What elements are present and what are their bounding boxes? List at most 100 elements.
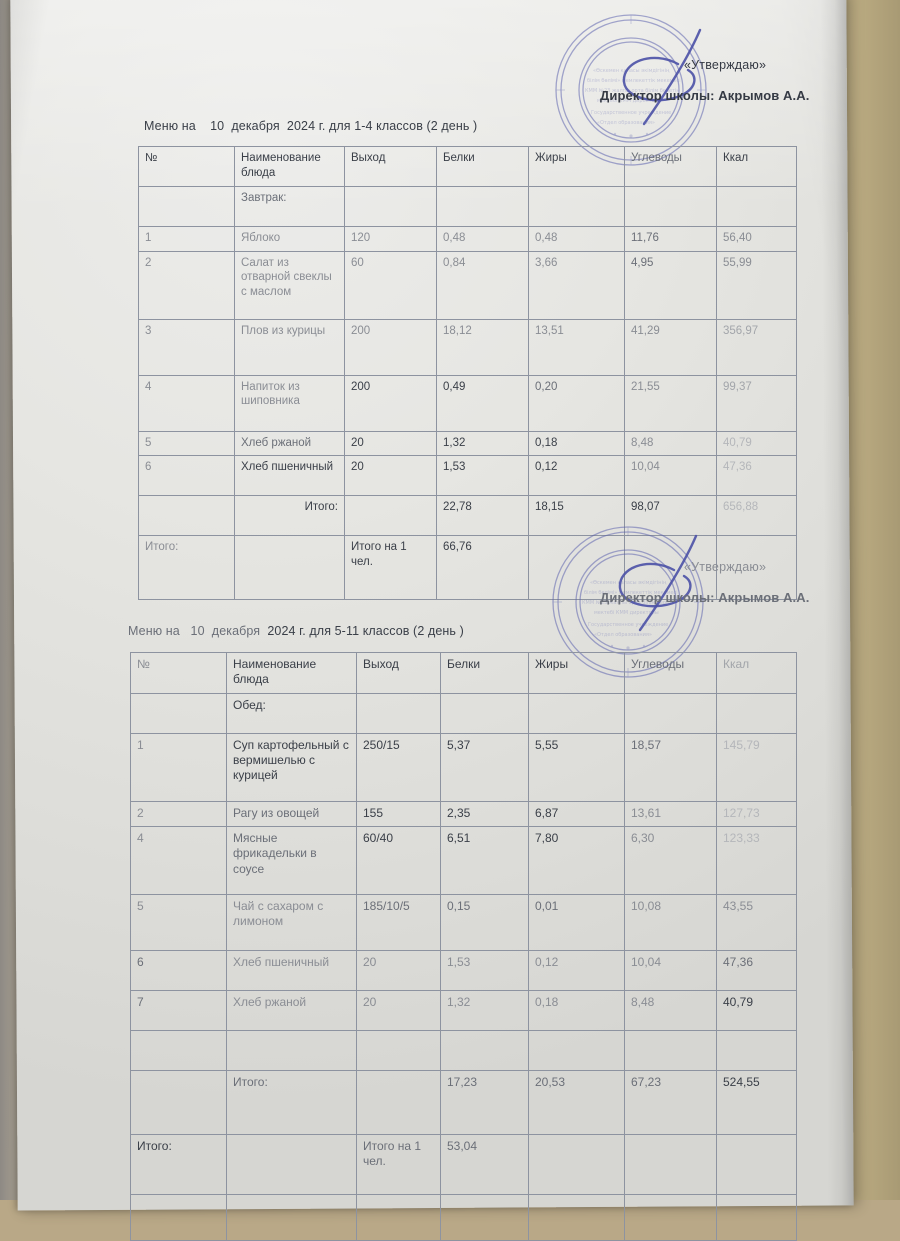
row-out: 20 xyxy=(344,430,437,457)
row-out: 185/10/5 xyxy=(356,894,441,952)
menu2-title-prefix: Меню на xyxy=(128,624,180,638)
table1-section-c5 xyxy=(528,186,625,227)
row-protein: 1,32 xyxy=(440,990,529,1032)
table2-header-num: № xyxy=(130,652,227,694)
table1-header-num: № xyxy=(138,146,235,187)
approval-block-1: «Утверждаю» Директор школы: Акрымов А.А. xyxy=(600,58,890,103)
table-row: 1 Яблоко 120 0,48 0,48 11,76 56,40 xyxy=(138,226,797,252)
row-carb: 4,95 xyxy=(624,250,717,320)
table-row: 3 Плов из курицы 200 18,12 13,51 41,29 3… xyxy=(138,318,797,376)
director-signature-2 xyxy=(618,534,698,632)
table1-total-kcal: 656,88 xyxy=(716,495,797,537)
menu-table-1: № Наименование блюда Выход Белки Жиры Уг… xyxy=(138,146,797,601)
table2-header-carb: Углеводы xyxy=(624,652,717,694)
row-out: 250/15 xyxy=(356,732,441,802)
table2-spacer-c3 xyxy=(356,1030,441,1072)
row-num: 5 xyxy=(138,430,235,457)
table1-header-fat: Жиры xyxy=(528,146,625,187)
table2-perperson-c5 xyxy=(528,1134,625,1196)
row-num: 7 xyxy=(130,990,227,1032)
table2-section-row: Обед: xyxy=(130,692,797,734)
row-out: 200 xyxy=(344,374,437,432)
table2-total-row: Итого: 17,23 20,53 67,23 524,55 xyxy=(130,1070,797,1136)
menu1-title-prefix: Меню на xyxy=(144,119,196,133)
table1-perperson-empty xyxy=(234,535,345,601)
table-row: 5 Чай с сахаром с лимоном 185/10/5 0,15 … xyxy=(130,894,797,952)
table2-header-out: Выход xyxy=(356,652,441,694)
table2-bottom-c6 xyxy=(624,1194,717,1241)
row-kcal: 123,33 xyxy=(716,826,797,896)
table2-total-out xyxy=(356,1070,441,1136)
row-carb: 8,48 xyxy=(624,990,717,1032)
table2-section-c5 xyxy=(528,692,625,734)
row-protein: 1,53 xyxy=(440,950,529,992)
row-name: Хлеб ржаной xyxy=(226,990,357,1032)
table2-section-label: Обед: xyxy=(226,692,357,734)
table2-total-empty xyxy=(130,1070,227,1136)
row-out: 120 xyxy=(344,226,437,252)
table1-total-protein: 22,78 xyxy=(436,495,529,537)
row-carb: 41,29 xyxy=(624,318,717,376)
row-num: 4 xyxy=(138,374,235,432)
menu1-title-month: декабря xyxy=(231,119,280,133)
row-carb: 21,55 xyxy=(624,374,717,432)
row-fat: 13,51 xyxy=(528,318,625,376)
table2-bottom-c3 xyxy=(356,1194,441,1241)
row-carb: 13,61 xyxy=(624,800,717,828)
table-row: 6 Хлеб пшеничный 20 1,53 0,12 10,04 47,3… xyxy=(138,455,797,497)
row-name: Плов из курицы xyxy=(234,318,345,376)
table1-header-row: № Наименование блюда Выход Белки Жиры Уг… xyxy=(138,146,797,187)
menu-table-2: № Наименование блюда Выход Белки Жиры Уг… xyxy=(130,652,797,1241)
table1-header-out: Выход xyxy=(344,146,437,187)
table1-section-c4 xyxy=(436,186,529,227)
row-fat: 6,87 xyxy=(528,800,625,828)
table2-bottom-row xyxy=(130,1194,797,1241)
table2-header-name: Наименование блюда xyxy=(226,652,357,694)
table-row: 6 Хлеб пшеничный 20 1,53 0,12 10,04 47,3… xyxy=(130,950,797,992)
row-name: Яблоко xyxy=(234,226,345,252)
table1-section-c6 xyxy=(624,186,717,227)
table1-perperson-value: 66,76 xyxy=(436,535,529,601)
row-name: Хлеб пшеничный xyxy=(226,950,357,992)
menu2-title-year: 2024 г. для 5-11 классов (2 день ) xyxy=(267,624,464,638)
document-content: «Өскемен қаласы әкімдігінің білім бөлімі… xyxy=(128,14,890,1241)
row-num: 5 xyxy=(130,894,227,952)
table2-perperson-label: Итого: xyxy=(130,1134,227,1196)
table2-section-c3 xyxy=(356,692,441,734)
director-line-2: Директор школы: Акрымов А.А. xyxy=(600,590,810,605)
row-num: 2 xyxy=(138,250,235,320)
row-out: 20 xyxy=(344,455,437,497)
table2-bottom-c4 xyxy=(440,1194,529,1241)
row-kcal: 40,79 xyxy=(716,990,797,1032)
row-kcal: 43,55 xyxy=(716,894,797,952)
row-kcal: 47,36 xyxy=(716,455,797,497)
table2-total-carb: 67,23 xyxy=(624,1070,717,1136)
table-row: 1 Суп картофельный с вермишелью с курице… xyxy=(130,732,797,802)
row-kcal: 145,79 xyxy=(716,732,797,802)
row-carb: 10,04 xyxy=(624,455,717,497)
row-kcal: 99,37 xyxy=(716,374,797,432)
table2-perperson-c6 xyxy=(624,1134,717,1196)
row-name: Рагу из овощей xyxy=(226,800,357,828)
row-out: 200 xyxy=(344,318,437,376)
row-fat: 0,18 xyxy=(528,990,625,1032)
table2-bottom-c2 xyxy=(226,1194,357,1241)
table1-section-row: Завтрак: xyxy=(138,186,797,227)
approval-label-2: «Утверждаю» xyxy=(684,560,767,574)
table2-perperson-value: 53,04 xyxy=(440,1134,529,1196)
table1-total-empty xyxy=(138,495,235,537)
table-row: 7 Хлеб ржаной 20 1,32 0,18 8,48 40,79 xyxy=(130,990,797,1032)
table-row: 2 Рагу из овощей 155 2,35 6,87 13,61 127… xyxy=(130,800,797,828)
row-kcal: 55,99 xyxy=(716,250,797,320)
table1-total-label: Итого: xyxy=(234,495,345,537)
row-kcal: 56,40 xyxy=(716,226,797,252)
table2-spacer-c2 xyxy=(226,1030,357,1072)
row-fat: 0,01 xyxy=(528,894,625,952)
menu-title-1: Меню на 10 декабря 2024 г. для 1-4 класс… xyxy=(144,119,477,133)
row-name: Суп картофельный с вермишелью с курицей xyxy=(226,732,357,802)
row-carb: 10,08 xyxy=(624,894,717,952)
table2-bottom-c7 xyxy=(716,1194,797,1241)
table2-per-person-row: Итого: Итого на 1 чел. 53,04 xyxy=(130,1134,797,1196)
menu1-title-year: 2024 г. для 1-4 классов (2 день ) xyxy=(286,119,478,133)
row-name: Напиток из шиповника xyxy=(234,374,345,432)
